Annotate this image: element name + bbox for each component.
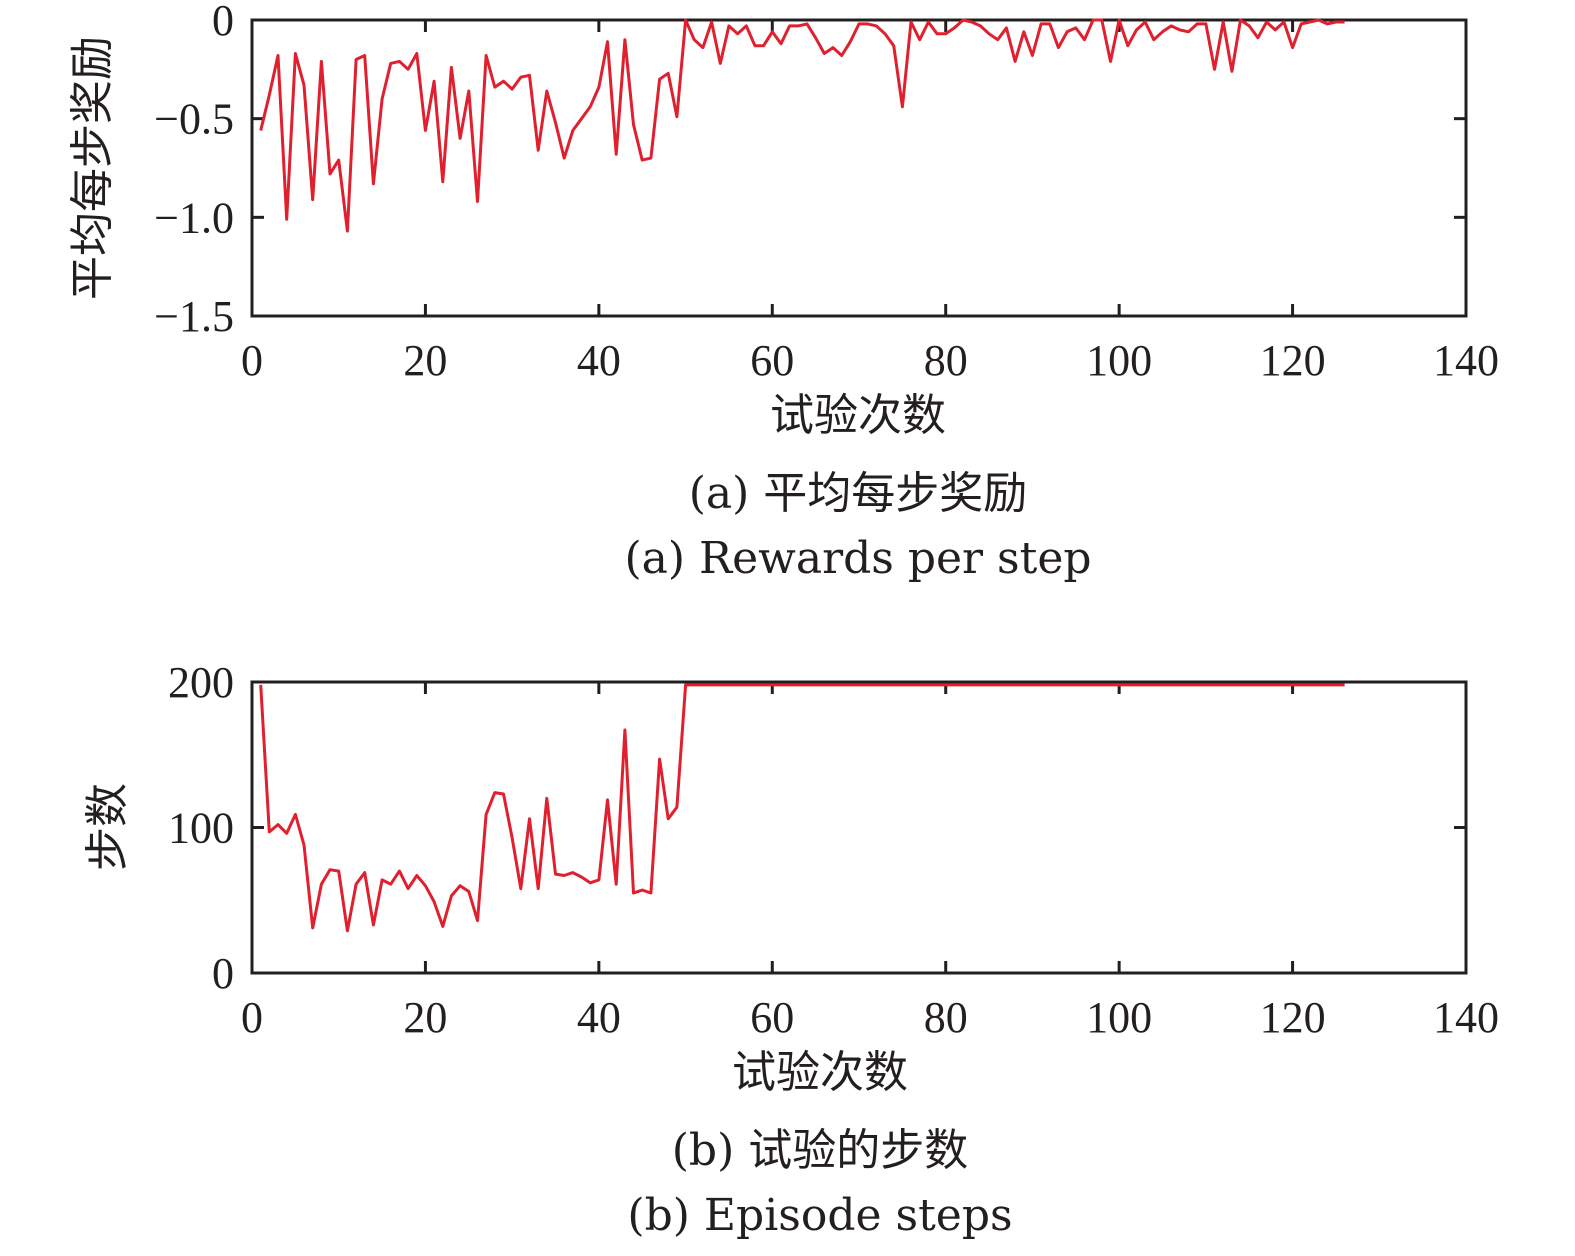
x-tick-label: 100: [1086, 993, 1152, 1042]
y-axis: 0 100 200: [168, 658, 1466, 998]
x-tick-label: 40: [577, 993, 621, 1042]
plot-area: [259, 683, 1345, 933]
y-axis-title: 步数: [82, 783, 133, 871]
rewards-per-step-chart: 0 20 40 60 80 100 120 140 0 −0.5 −1.0 −1.5 试验次数 平均…: [67, 0, 1499, 584]
plot-frame: [250, 680, 1468, 975]
y-tick-label: 100: [168, 804, 234, 853]
x-axis-title: 试验次数: [732, 1047, 908, 1098]
x-tick-label: 140: [1433, 336, 1499, 385]
y-tick-label: −1.0: [154, 193, 234, 242]
x-tick-label: 120: [1260, 993, 1326, 1042]
plot-area: [259, 18, 1345, 233]
caption-cn: (b) 试验的步数: [672, 1125, 968, 1176]
y-axis: 0 −0.5 −1.0 −1.5: [154, 0, 1466, 341]
x-tick-label: 80: [924, 993, 968, 1042]
x-tick-label: 80: [924, 336, 968, 385]
y-tick-label: 200: [168, 658, 234, 707]
x-tick-label: 0: [241, 336, 263, 385]
y-tick-label: −0.5: [154, 95, 234, 144]
y-tick-label: −1.5: [154, 292, 234, 341]
y-axis-title: 平均每步奖励: [67, 36, 118, 300]
x-tick-label: 20: [403, 336, 447, 385]
series-line: [259, 18, 1345, 233]
x-tick-label: 100: [1086, 336, 1152, 385]
x-tick-label: 60: [750, 993, 794, 1042]
x-tick-label: 120: [1260, 336, 1326, 385]
x-axis: 0 20 40 60 80 100 120 140: [241, 682, 1499, 1042]
x-axis: 0 20 40 60 80 100 120 140: [241, 20, 1499, 385]
x-tick-label: 40: [577, 336, 621, 385]
plot-frame: [250, 18, 1468, 318]
series-line: [259, 683, 1345, 933]
x-axis-title: 试验次数: [770, 390, 946, 441]
caption-cn: (a) 平均每步奖励: [689, 468, 1028, 519]
x-tick-label: 0: [241, 993, 263, 1042]
x-tick-label: 60: [750, 336, 794, 385]
y-tick-label: 0: [212, 949, 234, 998]
caption-en: (a) Rewards per step: [624, 533, 1091, 584]
x-tick-label: 20: [403, 993, 447, 1042]
y-tick-label: 0: [212, 0, 234, 45]
episode-steps-chart: 0 20 40 60 80 100 120 140 0 100 200 试验次数 步数 (b) 试…: [82, 658, 1499, 1241]
x-tick-label: 140: [1433, 993, 1499, 1042]
caption-en: (b) Episode steps: [627, 1190, 1012, 1241]
